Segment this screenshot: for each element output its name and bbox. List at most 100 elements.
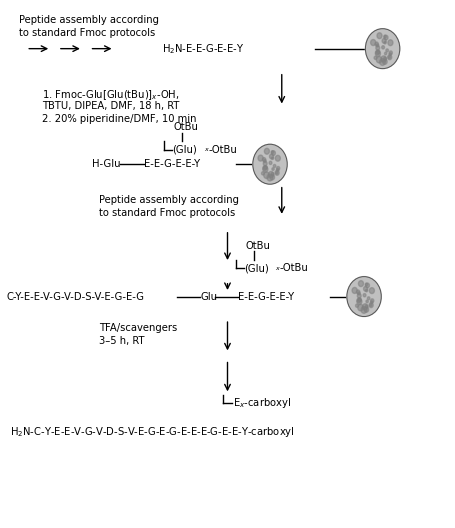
Circle shape [376,56,382,63]
Circle shape [370,299,374,303]
Circle shape [384,35,386,38]
Circle shape [363,304,368,310]
Text: $\mathregular{H_2N}$-E-E-G-E-E-Y: $\mathregular{H_2N}$-E-E-G-E-E-Y [162,42,244,55]
Text: TBTU, DIPEA, DMF, 18 h, RT: TBTU, DIPEA, DMF, 18 h, RT [42,101,179,111]
Text: Peptide assembly according: Peptide assembly according [20,14,160,24]
Circle shape [365,283,368,286]
Text: $_x$: $_x$ [203,145,210,154]
Circle shape [388,56,390,59]
Circle shape [269,161,272,165]
Circle shape [272,151,275,155]
Circle shape [371,40,376,45]
Circle shape [389,53,391,56]
Circle shape [383,59,387,64]
Text: E-E-G-E-E-Y: E-E-G-E-E-Y [144,159,200,169]
Text: Glu: Glu [200,291,217,301]
Circle shape [263,159,266,163]
Circle shape [364,307,369,312]
Circle shape [375,42,378,46]
Circle shape [361,307,367,313]
Circle shape [370,304,372,306]
Circle shape [377,33,382,39]
Text: 2. 20% piperidine/DMF, 10 min: 2. 20% piperidine/DMF, 10 min [42,114,197,124]
Circle shape [365,305,368,308]
Circle shape [365,289,368,292]
Circle shape [272,168,274,171]
Text: to standard Fmoc protocols: to standard Fmoc protocols [20,27,156,37]
Text: 1. Fmoc-Glu[Glu(tBu)]$_x$-OH,: 1. Fmoc-Glu[Glu(tBu)]$_x$-OH, [42,88,180,102]
Circle shape [386,49,389,52]
Circle shape [381,56,386,62]
Circle shape [365,283,369,288]
Circle shape [357,298,361,303]
Circle shape [358,304,364,311]
Circle shape [357,299,362,305]
Circle shape [264,172,269,178]
Circle shape [376,44,379,47]
Circle shape [347,277,381,316]
Circle shape [374,56,377,60]
Circle shape [369,303,373,308]
Text: (Glu): (Glu) [172,145,197,155]
Circle shape [263,166,267,171]
Circle shape [382,46,384,49]
Circle shape [384,35,388,40]
Text: (Glu): (Glu) [244,263,268,273]
Circle shape [271,150,273,154]
Text: $_x$: $_x$ [275,263,281,272]
Text: to standard Fmoc protocols: to standard Fmoc protocols [99,208,235,218]
Circle shape [263,157,266,162]
Circle shape [377,50,380,54]
Circle shape [269,154,273,159]
Circle shape [276,168,279,171]
Circle shape [365,29,400,69]
Text: E-E-G-E-E-Y: E-E-G-E-E-Y [238,291,294,301]
Circle shape [267,174,273,181]
Circle shape [263,161,267,166]
Text: -OtBu: -OtBu [208,145,237,155]
Circle shape [388,40,393,45]
Circle shape [370,301,373,304]
Circle shape [363,294,366,297]
Text: C-Y-E-E-V-G-V-D-S-V-E-G-E-G: C-Y-E-E-V-G-V-D-S-V-E-G-E-G [7,291,145,301]
Text: H-Glu: H-Glu [92,159,120,169]
Circle shape [369,288,374,294]
Circle shape [382,39,386,43]
Text: -OtBu: -OtBu [280,263,308,273]
Circle shape [359,281,364,287]
Circle shape [384,41,386,44]
Circle shape [277,166,280,170]
Circle shape [272,157,273,159]
Text: $\mathregular{H_2N}$-C-Y-E-E-V-G-V-D-S-V-E-G-E-G-E-E-E-G-E-E-Y-carboxyl: $\mathregular{H_2N}$-C-Y-E-E-V-G-V-D-S-V… [10,425,294,439]
Circle shape [364,286,368,291]
Circle shape [275,155,280,161]
Circle shape [389,51,392,54]
Circle shape [357,294,361,298]
Circle shape [268,172,274,177]
Circle shape [356,290,360,294]
Circle shape [388,55,392,60]
Circle shape [384,57,386,60]
Circle shape [271,173,274,176]
Circle shape [264,166,267,169]
Circle shape [358,292,360,295]
Text: 3–5 h, RT: 3–5 h, RT [99,336,144,346]
Circle shape [358,298,361,301]
Text: OtBu: OtBu [246,241,270,251]
Circle shape [384,52,387,55]
Circle shape [262,172,264,175]
Circle shape [367,297,370,300]
Circle shape [264,148,269,154]
Text: TFA/scavengers: TFA/scavengers [99,323,177,333]
Circle shape [270,175,274,180]
Circle shape [263,166,268,172]
Circle shape [258,155,263,161]
Circle shape [375,51,380,56]
Circle shape [253,144,287,184]
Circle shape [352,287,357,294]
Circle shape [276,172,278,174]
Circle shape [379,59,385,65]
Text: E$_x$-carboxyl: E$_x$-carboxyl [233,395,291,410]
Circle shape [355,304,359,307]
Circle shape [366,300,368,303]
